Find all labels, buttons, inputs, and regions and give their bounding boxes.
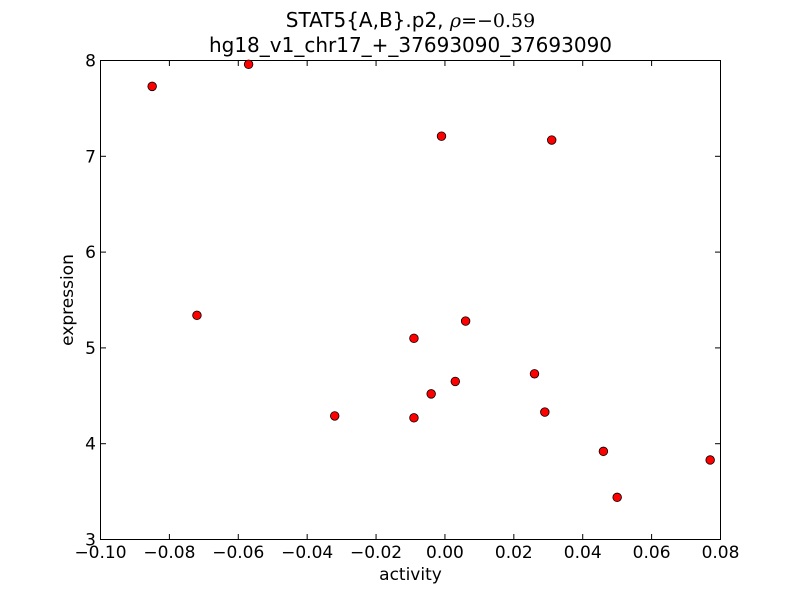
x-tick-label: −0.02 (350, 543, 402, 563)
x-tick-label: 0.02 (495, 543, 533, 563)
data-point (540, 407, 550, 417)
chart-title-line1: STAT5{A,B}.p2, ρ=−0.59 (286, 8, 535, 32)
rho-symbol: ρ (449, 10, 462, 32)
x-tick-label: 0.06 (633, 543, 671, 563)
data-point (243, 59, 254, 70)
data-point (409, 413, 419, 423)
y-tick-label: 4 (85, 435, 96, 455)
y-axis-label: expression (58, 254, 78, 346)
data-point (147, 81, 157, 92)
x-tick-label: 0.04 (564, 543, 602, 563)
data-point (330, 411, 340, 421)
plot-generated-content: −0.10 −0.08 −0.06 −0.04 −0.02 0.00 0.02 0.04 0.0… (74, 52, 739, 564)
data-point (460, 316, 471, 326)
data-point (192, 310, 202, 321)
data-point (436, 131, 447, 141)
x-tick-label: 0.00 (426, 543, 464, 563)
data-point (547, 135, 557, 145)
x-tick-label: −0.06 (212, 543, 264, 563)
axes-frame (100, 60, 721, 540)
y-tick-label: 5 (85, 339, 96, 359)
y-tick-label: 3 (85, 531, 96, 551)
x-tick-label: 0.08 (702, 543, 740, 563)
x-tick-label: −0.04 (281, 543, 333, 563)
y-tick-label: 6 (85, 243, 96, 263)
chart-title-line2: hg18_v1_chr17_+_37693090_37693090 (209, 33, 612, 57)
data-point (529, 369, 540, 379)
x-axis-label: activity (379, 565, 442, 585)
data-point (450, 376, 460, 387)
data-point (426, 389, 436, 399)
chart-title-text: STAT5{A,B}.p2, (286, 8, 450, 32)
data-point (409, 333, 419, 344)
rho-value: =−0.59 (461, 10, 535, 32)
x-tick-label: −0.10 (74, 543, 126, 563)
y-tick-label: 8 (85, 52, 96, 72)
x-tick-label: −0.08 (143, 543, 195, 563)
y-tick-label: 7 (85, 147, 96, 167)
data-point (612, 492, 622, 503)
data-point (598, 446, 609, 457)
data-point (705, 455, 715, 465)
